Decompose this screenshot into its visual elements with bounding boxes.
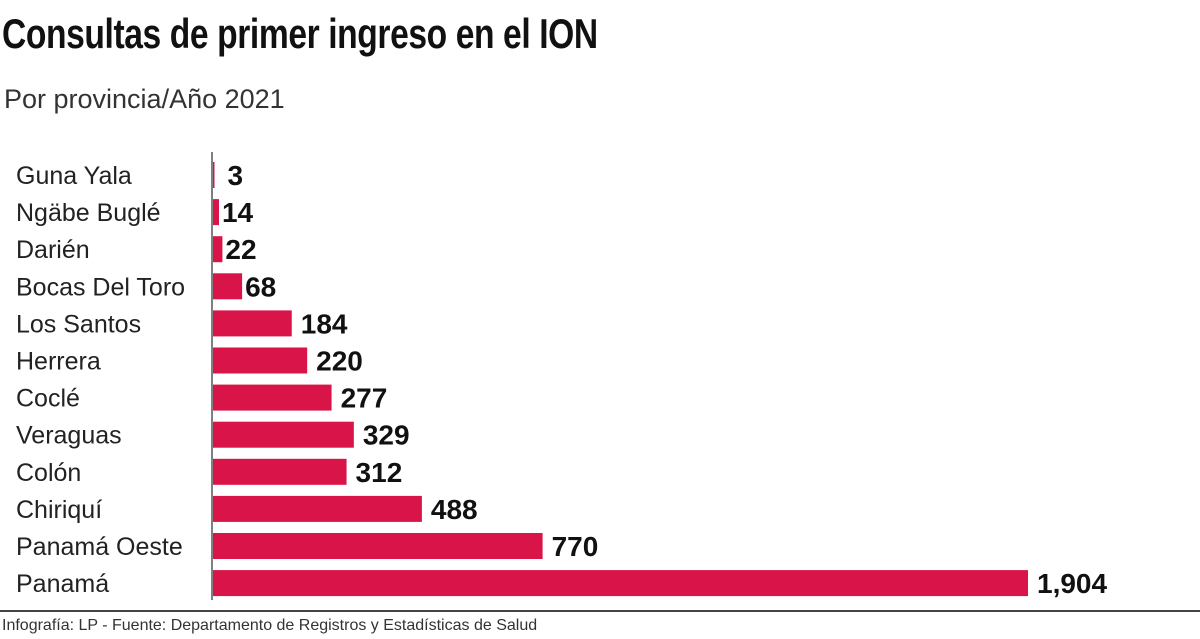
- bar: [213, 273, 243, 300]
- source-note: Infografía: LP - Fuente: Departamento de…: [2, 617, 538, 634]
- value-label: 68: [245, 271, 276, 302]
- category-label: Los Santos: [16, 310, 141, 338]
- chart-title: Consultas de primer ingreso en el ION: [2, 10, 598, 57]
- bar-chart: Guna Yala 3 Ngäbe Buglé 14 Darién 22 Bocas Del…: [16, 152, 1107, 600]
- bar: [213, 458, 347, 485]
- bar: [213, 310, 292, 337]
- category-label: Coclé: [16, 385, 80, 413]
- value-label: 184: [301, 308, 348, 339]
- value-label: 1,904: [1037, 568, 1107, 599]
- bar: [213, 495, 422, 522]
- category-label: Bocas Del Toro: [16, 273, 185, 301]
- category-label: Panamá Oeste: [16, 533, 183, 561]
- value-label: 22: [225, 234, 256, 265]
- category-label: Herrera: [16, 348, 101, 376]
- bar: [213, 162, 215, 188]
- value-label: 488: [431, 494, 478, 525]
- value-label: 3: [228, 160, 244, 191]
- value-label: 277: [341, 383, 388, 414]
- value-label: 312: [356, 457, 403, 488]
- bar: [213, 236, 223, 263]
- category-label: Darién: [16, 236, 90, 264]
- category-label: Guna Yala: [16, 162, 132, 190]
- bar: [213, 421, 354, 448]
- chart-subtitle: Por provincia/Año 2021: [4, 84, 285, 114]
- bar: [213, 347, 308, 374]
- bar: [213, 533, 543, 559]
- value-label: 14: [222, 197, 254, 228]
- category-label: Ngäbe Buglé: [16, 199, 161, 227]
- value-label: 770: [552, 531, 599, 562]
- category-label: Colón: [16, 459, 81, 487]
- footer-divider: [0, 610, 1200, 612]
- value-label: 220: [316, 346, 363, 377]
- bar: [213, 384, 332, 411]
- category-label: Panamá: [16, 570, 109, 598]
- bar: [213, 570, 1028, 597]
- value-label: 329: [363, 420, 410, 451]
- category-label: Veraguas: [16, 422, 122, 450]
- bar: [213, 199, 219, 226]
- category-label: Chiriquí: [16, 496, 102, 524]
